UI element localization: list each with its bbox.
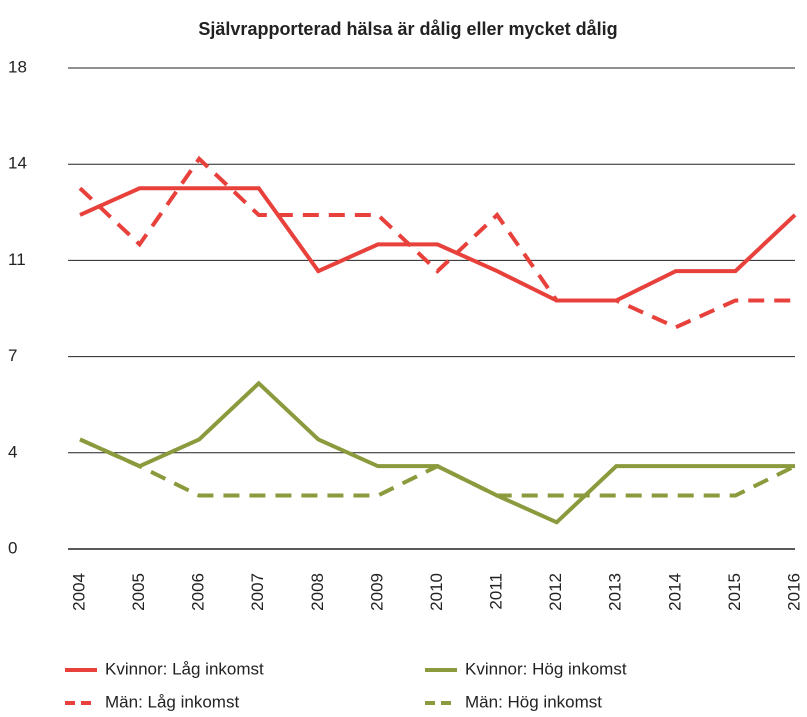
y-tick-label: 0 — [8, 538, 17, 557]
legend-label: Kvinnor: Hög inkomst — [465, 659, 627, 678]
y-tick-label: 14 — [8, 154, 27, 173]
legend-label: Kvinnor: Låg inkomst — [105, 659, 264, 678]
legend-label: Män: Hög inkomst — [465, 692, 602, 711]
x-tick-label: 2007 — [248, 573, 267, 611]
chart-title: Självrapporterad hälsa är dålig eller my… — [198, 19, 617, 39]
x-tick-label: 2005 — [129, 573, 148, 611]
x-tick-label: 2012 — [546, 573, 565, 611]
x-tick-label: 2006 — [189, 573, 208, 611]
x-tick-label: 2009 — [367, 573, 386, 611]
legend-label: Män: Låg inkomst — [105, 692, 239, 711]
y-tick-label: 7 — [8, 346, 17, 365]
x-tick-label: 2004 — [69, 573, 88, 611]
x-tick-label: 2011 — [487, 573, 506, 610]
y-tick-label: 11 — [8, 250, 26, 269]
x-tick-label: 2016 — [784, 573, 803, 611]
x-tick-label: 2014 — [665, 573, 684, 611]
series-line — [78, 155, 795, 330]
series-line — [79, 437, 796, 498]
x-tick-label: 2013 — [606, 573, 625, 611]
y-tick-label: 18 — [8, 57, 27, 76]
series-line — [79, 186, 797, 303]
x-tick-label: 2015 — [725, 573, 744, 611]
x-tick-label: 2010 — [427, 573, 446, 611]
y-tick-label: 4 — [8, 442, 17, 461]
x-tick-label: 2008 — [308, 573, 327, 611]
